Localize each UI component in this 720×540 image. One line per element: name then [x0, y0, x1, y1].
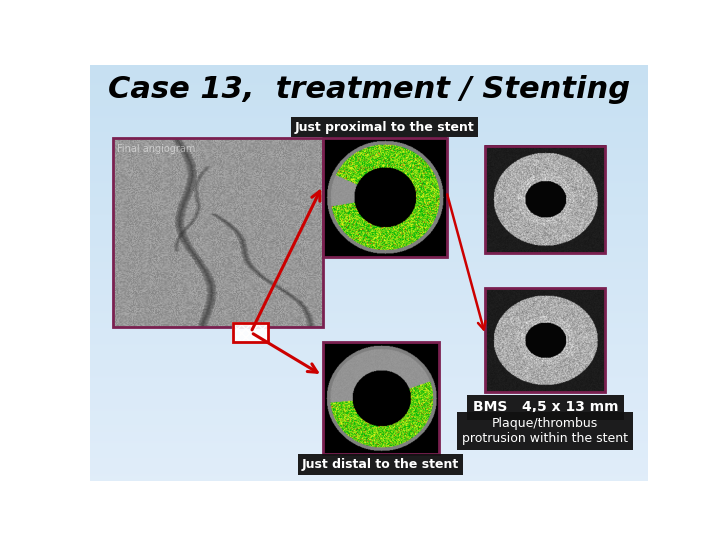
- Text: Case 13,  treatment / Stenting: Case 13, treatment / Stenting: [108, 75, 630, 104]
- Bar: [323, 342, 438, 454]
- Bar: [485, 146, 606, 253]
- Bar: [113, 138, 323, 327]
- Text: BMS   4,5 x 13 mm: BMS 4,5 x 13 mm: [472, 401, 618, 415]
- Bar: [233, 323, 269, 342]
- Bar: [485, 288, 606, 392]
- Text: Plaque/thrombus
protrusion within the stent: Plaque/thrombus protrusion within the st…: [462, 416, 629, 444]
- Text: Final angiogram: Final angiogram: [117, 144, 196, 154]
- Bar: [323, 138, 446, 257]
- Bar: [233, 323, 269, 342]
- Text: Just proximal to the stent: Just proximal to the stent: [294, 120, 474, 134]
- Text: Just distal to the stent: Just distal to the stent: [302, 458, 459, 471]
